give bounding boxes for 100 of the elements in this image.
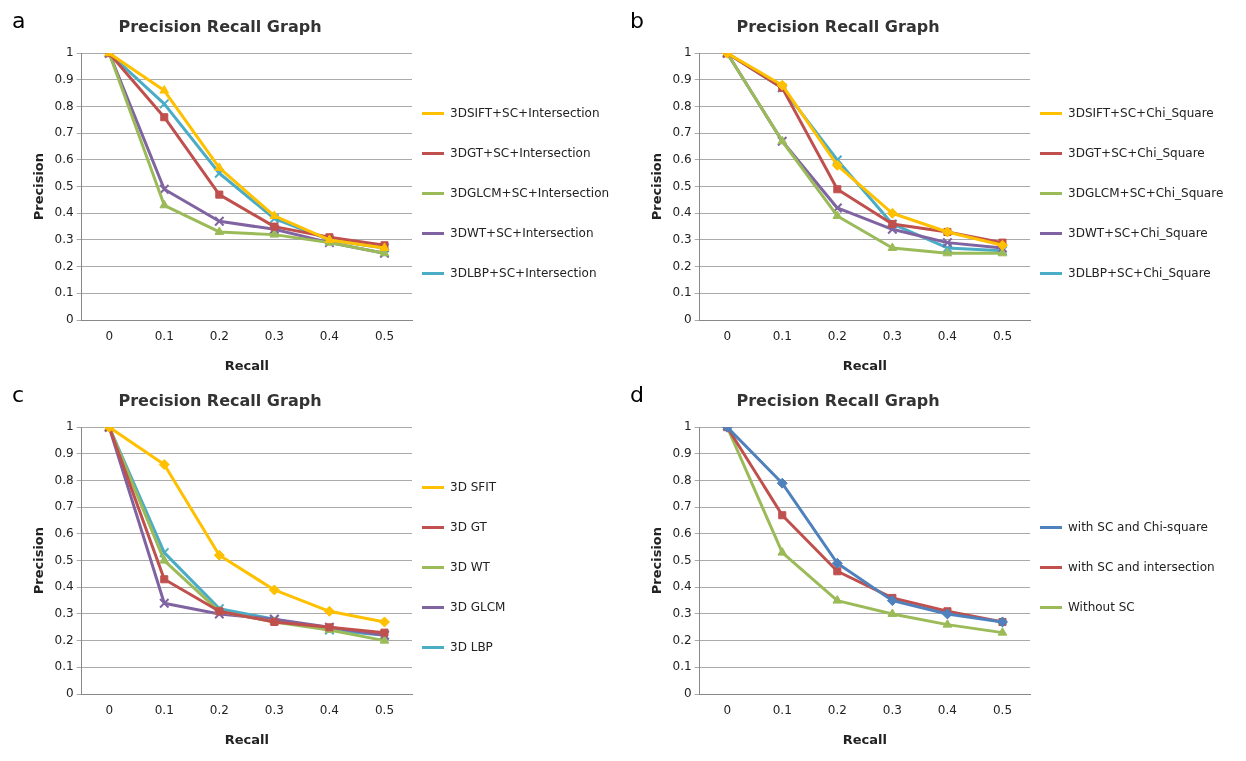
- y-tick-label: 0.7: [54, 499, 74, 514]
- legend-label: 3DWT+SC+Chi_Square: [1068, 226, 1208, 240]
- x-tick-label: 0.4: [319, 703, 339, 718]
- x-tick-label: 0.5: [374, 703, 395, 718]
- y-tick-label: 0.4: [54, 579, 74, 594]
- x-axis-title: Recall: [224, 357, 269, 373]
- legend-label: 3DWT+SC+Intersection: [450, 226, 594, 240]
- y-tick-label: 0.9: [54, 72, 74, 86]
- legend-label: 3DGT+SC+Chi_Square: [1068, 146, 1205, 160]
- x-tick-label: 0.1: [772, 329, 792, 344]
- text: d: [630, 382, 644, 407]
- y-tick-label: 1: [66, 45, 74, 60]
- y-tick-label: 0.1: [672, 659, 692, 674]
- x-tick-label: 0: [723, 329, 732, 344]
- legend-label: 3DGT+SC+Intersection: [450, 146, 591, 160]
- text: a: [12, 8, 26, 33]
- y-tick-label: 0.7: [54, 125, 74, 140]
- legend-label: with SC and Chi-square: [1068, 520, 1209, 534]
- legend-label: 3DSIFT+SC+Intersection: [450, 106, 600, 120]
- legend-label: 3DLBP+SC+Chi_Square: [1068, 266, 1211, 280]
- chart-title: Precision Recall Graph: [118, 390, 322, 410]
- y-axis-title: Precision: [649, 526, 665, 595]
- x-tick-label: 0.3: [264, 703, 284, 718]
- y-tick-label: 0.7: [672, 125, 692, 140]
- legend-label: 3D GT: [450, 520, 487, 534]
- y-tick-label: 0: [684, 312, 692, 327]
- x-tick-label: 0.5: [374, 329, 395, 344]
- legend-label: 3D SFIT: [450, 480, 497, 494]
- legend-label: Without SC: [1068, 600, 1135, 614]
- legend-label: 3D GLCM: [450, 600, 506, 614]
- y-tick-label: 0.9: [672, 446, 692, 461]
- x-axis-title: Recall: [842, 731, 887, 747]
- legend-label: 3DGLCM+SC+Intersection: [450, 186, 610, 200]
- y-tick-label: 0.6: [54, 152, 74, 167]
- x-tick-label: 0.4: [937, 703, 957, 718]
- x-tick-label: 0.2: [209, 703, 229, 718]
- x-tick-label: 0.1: [772, 703, 792, 718]
- x-tick-label: 0.5: [992, 703, 1013, 718]
- y-tick-label: 0: [66, 312, 74, 327]
- y-tick-label: 0.3: [672, 606, 692, 621]
- x-axis-title: Recall: [224, 731, 269, 747]
- y-tick-label: 0.4: [672, 205, 692, 220]
- y-tick-label: 0.5: [54, 552, 74, 567]
- legend-label: 3DSIFT+SC+Chi_Square: [1068, 106, 1214, 120]
- y-tick-label: 0.2: [672, 258, 692, 273]
- y-tick-label: 1: [684, 419, 692, 434]
- y-tick-label: 0.1: [672, 285, 692, 300]
- y-tick-label: 0.8: [54, 472, 74, 487]
- y-tick-label: 0.2: [54, 258, 74, 273]
- y-tick-label: 0.9: [54, 446, 74, 461]
- y-tick-label: 0: [684, 686, 692, 701]
- y-tick-label: 0.8: [54, 98, 74, 113]
- x-tick-label: 0.2: [827, 703, 847, 718]
- y-tick-label: 0.5: [672, 552, 692, 567]
- x-tick-label: 0.2: [827, 329, 847, 344]
- y-tick-label: 0.5: [672, 178, 692, 193]
- x-tick-label: 0.1: [154, 329, 174, 344]
- y-tick-label: 0.6: [672, 526, 692, 541]
- legend-label: 3D WT: [450, 560, 490, 574]
- x-tick-label: 0.3: [882, 329, 902, 344]
- chart-title: Precision Recall Graph: [736, 390, 940, 410]
- chart-title: Precision Recall Graph: [118, 16, 322, 36]
- x-tick-label: 0.4: [319, 329, 339, 344]
- y-axis-title: Precision: [31, 152, 47, 221]
- y-tick-label: 0.8: [672, 472, 692, 487]
- x-tick-label: 0.3: [264, 329, 284, 344]
- y-tick-label: 0.4: [672, 579, 692, 594]
- legend-label: 3DLBP+SC+Intersection: [450, 266, 597, 280]
- y-axis-title: Precision: [31, 526, 47, 595]
- text: b: [630, 8, 644, 33]
- x-tick-label: 0.5: [992, 329, 1013, 344]
- y-tick-label: 0.2: [672, 632, 692, 647]
- y-tick-label: 0.3: [54, 232, 74, 247]
- y-tick-label: 0.3: [672, 232, 692, 247]
- x-tick-label: 0.3: [882, 703, 902, 718]
- legend-label: with SC and intersection: [1068, 560, 1215, 574]
- y-tick-label: 0.1: [54, 659, 74, 674]
- x-tick-label: 0: [105, 703, 114, 718]
- y-tick-label: 0.7: [672, 499, 692, 514]
- x-tick-label: 0: [105, 329, 114, 344]
- x-tick-label: 0: [723, 703, 732, 718]
- x-tick-label: 0.1: [154, 703, 174, 718]
- legend-label: 3DGLCM+SC+Chi_Square: [1068, 186, 1224, 200]
- y-tick-label: 0.1: [54, 285, 74, 300]
- y-tick-label: 0.8: [672, 98, 692, 113]
- x-tick-label: 0.4: [937, 329, 957, 344]
- y-tick-label: 0.3: [54, 606, 74, 621]
- y-axis-title: Precision: [649, 152, 665, 221]
- chart-title: Precision Recall Graph: [736, 16, 940, 36]
- text: c: [12, 382, 25, 407]
- y-tick-label: 1: [66, 419, 74, 434]
- y-tick-label: 0.2: [54, 632, 74, 647]
- y-tick-label: 0: [66, 686, 74, 701]
- y-tick-label: 1: [684, 45, 692, 60]
- y-tick-label: 0.6: [672, 152, 692, 167]
- x-axis-title: Recall: [842, 357, 887, 373]
- legend-label: 3D LBP: [450, 640, 493, 654]
- x-tick-label: 0.2: [209, 329, 229, 344]
- y-tick-label: 0.6: [54, 526, 74, 541]
- y-tick-label: 0.4: [54, 205, 74, 220]
